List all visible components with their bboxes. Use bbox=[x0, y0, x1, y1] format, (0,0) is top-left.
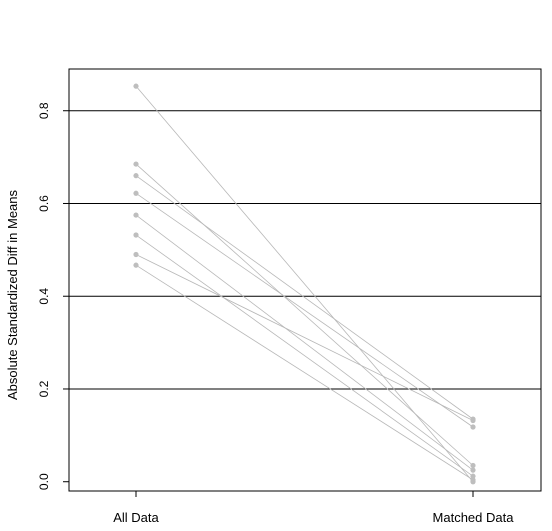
y-tick-label: 0.8 bbox=[37, 102, 51, 119]
y-axis: 0.0 0.2 0.4 0.6 0.8 bbox=[37, 102, 69, 490]
data-point bbox=[470, 473, 476, 479]
data-point bbox=[133, 262, 139, 268]
data-point bbox=[133, 232, 139, 238]
y-tick-label: 0.6 bbox=[37, 195, 51, 212]
x-tick-label: All Data bbox=[113, 510, 159, 525]
reference-lines bbox=[69, 110, 541, 390]
y-tick-label: 0.4 bbox=[37, 288, 51, 305]
data-point bbox=[133, 173, 139, 179]
series-lines bbox=[135, 85, 474, 482]
series-line bbox=[135, 85, 474, 482]
data-point bbox=[133, 83, 139, 89]
data-point bbox=[470, 462, 476, 469]
series-line bbox=[135, 234, 474, 477]
data-point bbox=[133, 251, 139, 258]
series-line bbox=[135, 163, 474, 466]
y-axis-label: Absolute Standardized Diff in Means bbox=[5, 189, 20, 400]
plot-frame bbox=[68, 68, 542, 492]
series-line bbox=[135, 214, 474, 471]
data-point bbox=[470, 477, 476, 483]
data-point bbox=[133, 190, 139, 196]
data-points bbox=[133, 83, 476, 485]
data-point bbox=[470, 424, 476, 430]
y-tick-label: 0.2 bbox=[37, 380, 51, 397]
data-point bbox=[133, 161, 139, 167]
data-point bbox=[470, 467, 476, 473]
series-line bbox=[135, 264, 474, 481]
series-line bbox=[135, 254, 474, 421]
series-line bbox=[135, 192, 474, 428]
series-line bbox=[135, 175, 474, 420]
y-tick-label: 0.0 bbox=[37, 473, 51, 490]
x-tick-label: Matched Data bbox=[433, 510, 515, 525]
x-axis: All Data Matched Data bbox=[113, 491, 514, 525]
data-point bbox=[470, 417, 476, 424]
data-point bbox=[133, 212, 139, 218]
